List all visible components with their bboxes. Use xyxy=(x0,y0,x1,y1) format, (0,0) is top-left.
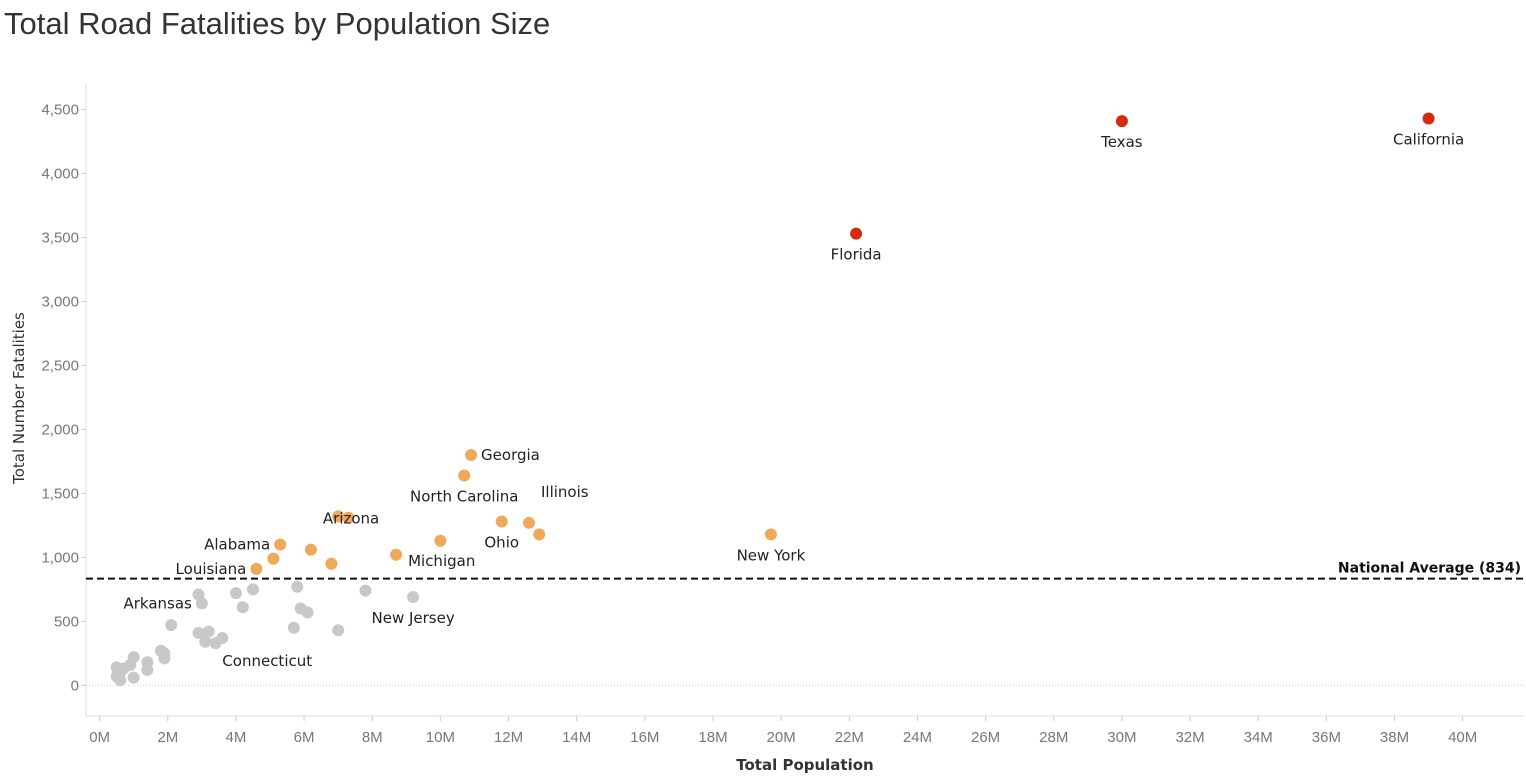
data-point xyxy=(332,510,345,523)
x-tick-label: 22M xyxy=(835,729,864,746)
x-tick-label: 38M xyxy=(1380,729,1409,746)
y-tick-label: 500 xyxy=(54,613,79,630)
x-tick-label: 18M xyxy=(698,729,727,746)
x-tick-label: 2M xyxy=(157,729,178,746)
data-point xyxy=(1115,115,1128,128)
y-tick-label: 1,500 xyxy=(41,485,79,502)
data-point xyxy=(390,548,403,561)
points xyxy=(110,112,1435,687)
point-label: California xyxy=(1393,131,1464,149)
national-average-label: National Average (834) xyxy=(1338,561,1521,577)
y-tick-label: 4,500 xyxy=(41,102,79,119)
y-tick-label: 2,500 xyxy=(41,357,79,374)
data-point xyxy=(850,227,863,240)
x-tick-label: 12M xyxy=(494,729,523,746)
x-tick-label: 24M xyxy=(903,729,932,746)
x-tick-label: 14M xyxy=(562,729,591,746)
data-point xyxy=(199,635,212,648)
data-point xyxy=(229,587,242,600)
x-tick-label: 6M xyxy=(294,729,315,746)
data-point xyxy=(342,511,355,524)
data-point xyxy=(267,552,280,565)
y-axis-title: Total Number Fatalities xyxy=(10,312,28,485)
point-label: North Carolina xyxy=(410,487,518,505)
y-tick-label: 4,000 xyxy=(41,166,79,183)
x-tick-label: 16M xyxy=(630,729,659,746)
data-point xyxy=(301,606,314,619)
y-tick-label: 1,000 xyxy=(41,549,79,566)
point-label: Louisiana xyxy=(176,560,247,578)
point-label: Texas xyxy=(1100,133,1143,151)
data-point xyxy=(291,580,304,593)
x-tick-label: 34M xyxy=(1244,729,1273,746)
data-point xyxy=(110,661,123,674)
data-point xyxy=(522,516,535,529)
y-tick-label: 2,000 xyxy=(41,421,79,438)
point-label: Florida xyxy=(831,246,882,264)
data-point xyxy=(209,637,222,650)
data-point xyxy=(165,619,178,632)
x-tick-label: 28M xyxy=(1039,729,1068,746)
data-point xyxy=(246,583,259,596)
data-point xyxy=(250,562,263,575)
data-point xyxy=(1422,112,1435,125)
point-label: Connecticut xyxy=(222,652,312,670)
x-axis-title: Total Population xyxy=(736,756,873,774)
x-tick-label: 0M xyxy=(89,729,110,746)
data-point xyxy=(192,588,205,601)
x-tick-label: 26M xyxy=(971,729,1000,746)
point-label: New York xyxy=(737,546,806,564)
data-point xyxy=(458,469,471,482)
point-label: Alabama xyxy=(204,536,270,554)
data-point xyxy=(202,625,215,638)
data-point xyxy=(533,528,546,541)
data-point xyxy=(192,626,205,639)
chart-title: Total Road Fatalities by Population Size xyxy=(4,6,551,41)
data-point xyxy=(141,663,154,676)
data-point xyxy=(332,624,345,637)
data-point xyxy=(274,538,287,551)
data-point xyxy=(407,591,420,604)
x-tick-label: 8M xyxy=(362,729,383,746)
x-tick-label: 30M xyxy=(1107,729,1136,746)
data-point xyxy=(304,543,317,556)
data-point xyxy=(465,449,478,462)
data-point xyxy=(764,528,777,541)
point-label: Illinois xyxy=(541,483,589,501)
point-label: Arkansas xyxy=(123,594,192,612)
point-label: Ohio xyxy=(484,534,519,552)
x-tick-label: 40M xyxy=(1448,729,1477,746)
y-tick-label: 0 xyxy=(71,677,79,694)
point-label: Arizona xyxy=(323,510,379,528)
point-label: New Jersey xyxy=(372,609,455,627)
point-label: Michigan xyxy=(408,552,475,570)
point-labels: Arkansas Connecticut New Jersey Georgia Nort… xyxy=(123,131,1464,670)
x-tick-label: 36M xyxy=(1312,729,1341,746)
axes: 0 500 1,000 1,500 2,000 2,500 3,000 3,500 4,000 4… xyxy=(10,84,1524,774)
x-tick-label: 10M xyxy=(426,729,455,746)
data-point xyxy=(127,671,140,684)
y-tick-label: 3,500 xyxy=(41,230,79,247)
x-tick-label: 20M xyxy=(767,729,796,746)
data-point xyxy=(325,557,338,570)
data-point xyxy=(495,515,508,528)
y-tick-label: 3,000 xyxy=(41,293,79,310)
data-point xyxy=(158,652,171,665)
data-point xyxy=(434,534,447,547)
x-tick-label: 4M xyxy=(226,729,247,746)
x-tick-label: 32M xyxy=(1175,729,1204,746)
point-label: Georgia xyxy=(481,446,540,464)
data-point xyxy=(287,621,300,634)
data-point xyxy=(114,674,127,687)
data-point xyxy=(236,601,249,614)
data-point xyxy=(359,584,372,597)
reference-line-group: National Average (834) xyxy=(86,561,1524,580)
